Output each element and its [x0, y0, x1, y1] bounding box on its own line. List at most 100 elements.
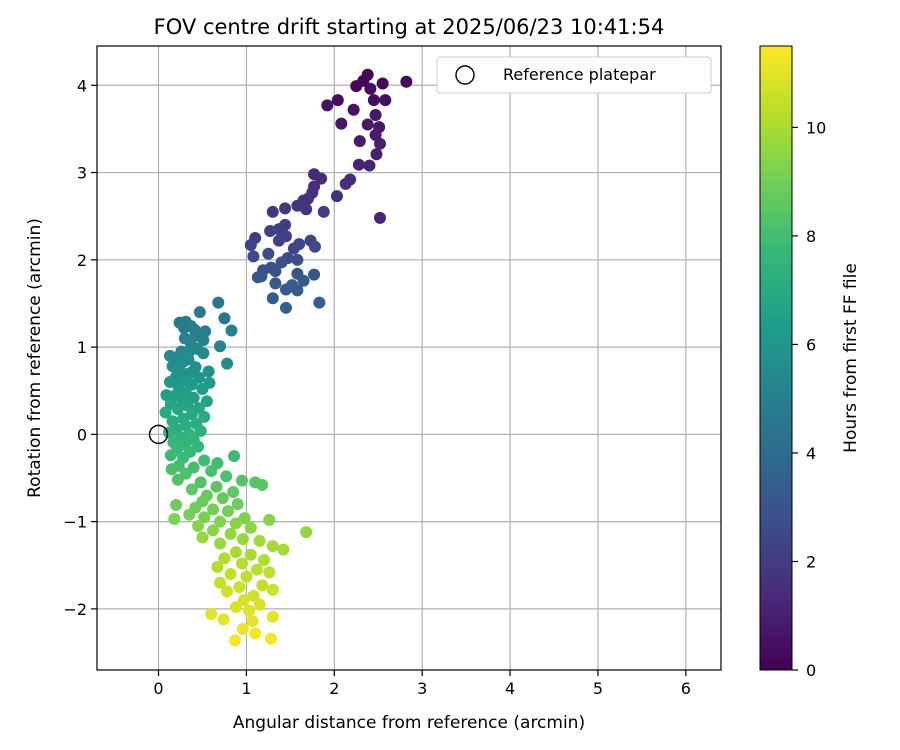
data-point — [244, 548, 257, 561]
data-point — [373, 137, 386, 150]
data-point — [198, 410, 211, 423]
data-point — [197, 347, 210, 360]
data-point — [214, 537, 227, 550]
colorbar-frame — [759, 45, 793, 671]
scatter-points — [159, 68, 413, 647]
data-point — [269, 277, 282, 290]
colorbar-ticks: 0 2 4 6 8 10 — [792, 118, 826, 680]
data-point — [170, 499, 183, 512]
data-point — [192, 520, 205, 532]
x-axis-ticks: 0 1 2 3 4 5 6 — [153, 670, 691, 698]
data-point — [198, 511, 211, 524]
data-point — [335, 117, 348, 130]
data-point — [236, 474, 249, 487]
data-point — [210, 480, 223, 493]
data-point — [211, 561, 224, 574]
reference-marker-group — [148, 424, 169, 445]
data-point — [231, 498, 244, 511]
data-point — [291, 284, 304, 297]
data-point — [196, 531, 209, 544]
colorbar-tick-label: 4 — [806, 444, 816, 463]
data-point — [194, 476, 207, 489]
data-point — [221, 357, 234, 370]
data-point — [266, 610, 279, 623]
data-point — [279, 301, 292, 314]
data-point — [183, 508, 196, 521]
data-point — [243, 604, 256, 617]
data-point — [238, 512, 251, 525]
data-point — [279, 283, 292, 296]
data-point — [361, 118, 374, 131]
y-tick-label: 3 — [77, 164, 87, 183]
data-point — [168, 513, 181, 526]
data-point — [313, 296, 326, 309]
data-point — [227, 485, 240, 498]
data-point — [364, 82, 377, 95]
y-tick-label: 2 — [77, 251, 87, 270]
data-point — [236, 557, 249, 570]
data-point — [376, 77, 389, 90]
data-point — [221, 505, 234, 518]
data-point — [193, 306, 206, 319]
data-point — [202, 365, 215, 378]
data-point — [229, 601, 242, 614]
data-point — [171, 473, 184, 486]
data-point — [229, 517, 242, 530]
data-point — [363, 159, 376, 172]
data-point — [212, 296, 225, 309]
y-tick-label: −1 — [63, 513, 87, 532]
data-point — [277, 543, 290, 556]
data-point — [224, 527, 237, 540]
data-point — [339, 177, 352, 190]
data-point — [331, 94, 344, 107]
legend: Reference platepar — [436, 56, 712, 94]
data-point — [353, 135, 366, 148]
x-axis-label: Angular distance from reference (arcmin) — [233, 713, 585, 733]
colorbar: 0 2 4 6 8 10 Hours from first FF file — [759, 45, 861, 680]
data-point — [266, 205, 279, 218]
legend-box — [436, 56, 712, 94]
colorbar-tick-label: 8 — [806, 227, 816, 246]
colorbar-tick-label: 2 — [806, 552, 816, 571]
chart-title: FOV centre drift starting at 2025/06/23 … — [154, 15, 665, 39]
data-point — [287, 242, 300, 255]
data-point — [247, 250, 260, 263]
data-point — [308, 268, 321, 281]
data-point — [262, 247, 275, 260]
data-point — [369, 108, 382, 121]
data-point — [253, 534, 266, 547]
data-point — [264, 225, 277, 238]
data-point — [240, 570, 253, 583]
data-point — [250, 563, 263, 576]
data-point — [207, 503, 220, 516]
data-point — [217, 613, 230, 626]
data-point — [218, 312, 231, 325]
x-tick-label: 2 — [329, 679, 339, 698]
data-point — [246, 615, 259, 628]
data-point — [185, 483, 198, 496]
data-point — [237, 594, 250, 607]
y-tick-label: −2 — [63, 600, 87, 619]
data-point — [214, 576, 227, 589]
y-tick-label: 0 — [77, 425, 87, 444]
data-point — [265, 632, 278, 645]
data-point — [330, 190, 343, 203]
colorbar-gradient — [760, 46, 792, 670]
data-point — [291, 253, 304, 266]
data-point — [196, 382, 209, 395]
data-point — [400, 75, 413, 88]
data-point — [266, 583, 279, 596]
x-tick-label: 6 — [681, 679, 691, 698]
data-point — [249, 627, 262, 640]
data-point — [218, 552, 231, 565]
data-point — [256, 579, 269, 592]
data-point — [164, 449, 177, 462]
data-point — [214, 340, 227, 353]
data-point — [233, 581, 246, 594]
data-point — [266, 292, 279, 305]
data-point — [194, 424, 207, 437]
data-point — [214, 515, 227, 528]
data-point — [244, 238, 257, 251]
colorbar-tick-label: 6 — [806, 335, 816, 354]
